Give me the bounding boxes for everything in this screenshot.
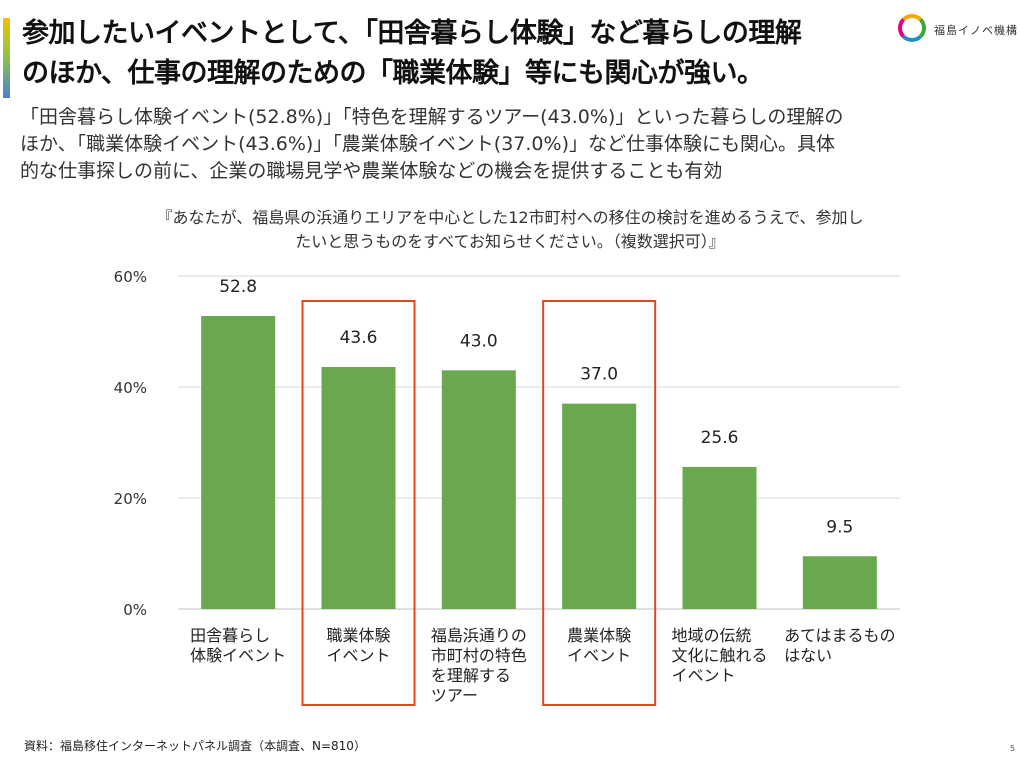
title-accent-bar — [3, 18, 10, 98]
description-line-2: ほか、「職業体験イベント(43.6%)」「農業体験イベント(37.0%)」など仕… — [20, 133, 835, 155]
bar — [321, 367, 396, 609]
x-tick-label: 農業体験 イベント — [567, 626, 631, 666]
bar — [201, 315, 276, 609]
y-tick-label: 40% — [114, 379, 147, 397]
bar-value-label: 43.0 — [460, 331, 498, 351]
bar — [682, 466, 757, 609]
description: 「田舎暮らし体験イベント(52.8%)」「特色を理解するツアー(43.0%)」と… — [20, 104, 1000, 185]
x-tick-label-line: 文化に触れる — [671, 646, 768, 665]
x-tick-label-line: 農業体験 — [567, 626, 632, 645]
highlight-box — [301, 300, 416, 706]
x-tick-label-line: 田舎暮らし — [190, 626, 271, 645]
x-tick-label: 田舎暮らし 体験イベント — [190, 626, 286, 666]
x-tick-label: 福島浜通りの 市町村の特色 を理解する ツアー — [431, 626, 527, 706]
x-tick-label-line: イベント — [671, 666, 736, 685]
logo-ring-icon — [898, 14, 926, 42]
x-tick-label-line: はない — [784, 646, 833, 665]
page-title-line-2: のほか、仕事の理解のための「職業体験」等にも関心が強い。 — [22, 58, 764, 89]
x-tick-label-line: イベント — [567, 646, 632, 665]
x-tick-label-line: 地域の伝統 — [671, 626, 752, 645]
x-tick-label-line: 体験イベント — [190, 646, 287, 665]
description-line-3: 的な仕事探しの前に、企業の職場見学や農業体験などの機会を提供することも有効 — [20, 160, 723, 182]
bar-value-label: 52.8 — [219, 277, 257, 297]
y-tick-label: 20% — [114, 490, 147, 508]
page-number: 5 — [1010, 744, 1016, 753]
x-tick-label-line: あてはまるもの — [784, 626, 896, 645]
page-title: 参加したいイベントとして、「田舎暮らし体験」など暮らしの理解 のほか、仕事の理解… — [22, 14, 902, 94]
bar — [802, 556, 877, 609]
survey-question-line-1: 『あなたが、福島県の浜通りエリアを中心とした12市町村への移住の検討を進めるうえ… — [156, 208, 864, 227]
bar — [441, 370, 516, 609]
bar-value-label: 37.0 — [580, 365, 618, 385]
x-tick-label: 地域の伝統 文化に触れる イベント — [671, 626, 767, 686]
x-tick-label: あてはまるもの はない — [784, 626, 895, 666]
organization-logo: 福島イノベ機構 — [898, 12, 1018, 48]
survey-question-line-2: たいと思うものをすべてお知らせください。（複数選択可）』 — [295, 232, 725, 251]
bar-value-label: 25.6 — [701, 428, 739, 448]
y-tick-label: 0% — [123, 601, 147, 619]
x-tick-label-line: ツアー — [430, 686, 478, 705]
x-tick-label-line: 福島浜通りの — [430, 626, 527, 645]
description-line-1: 「田舎暮らし体験イベント(52.8%)」「特色を理解するツアー(43.0%)」と… — [20, 106, 844, 128]
x-tick-label-line: を理解する — [430, 666, 511, 685]
survey-question: 『あなたが、福島県の浜通りエリアを中心とした12市町村への移住の検討を進めるうえ… — [120, 206, 900, 254]
bar-value-label: 43.6 — [340, 328, 378, 348]
logo-text: 福島イノベ機構 — [934, 24, 1018, 37]
x-tick-label-line: 市町村の特色 — [430, 646, 527, 665]
highlight-box — [542, 300, 657, 706]
x-tick-label-line: 職業体験 — [326, 626, 391, 645]
y-tick-label: 60% — [114, 268, 147, 286]
bar — [562, 403, 637, 609]
source-note: 資料：福島移住インターネットパネル調査（本調査、N=810） — [24, 739, 366, 753]
bar-value-label: 9.5 — [826, 517, 853, 537]
x-tick-label-line: イベント — [326, 646, 391, 665]
x-tick-label: 職業体験 イベント — [326, 626, 390, 666]
page-title-line-1: 参加したいイベントとして、「田舎暮らし体験」など暮らしの理解 — [22, 18, 802, 49]
